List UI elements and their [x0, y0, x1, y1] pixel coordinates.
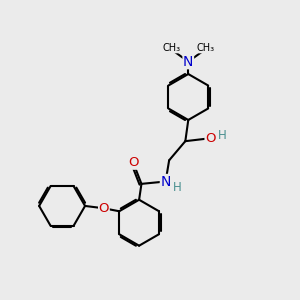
Text: CH₃: CH₃	[196, 43, 214, 53]
Text: O: O	[99, 202, 109, 215]
Text: H: H	[172, 182, 181, 194]
Text: O: O	[205, 132, 216, 145]
Text: N: N	[160, 175, 171, 188]
Text: O: O	[128, 156, 139, 169]
Text: N: N	[183, 55, 194, 69]
Text: H: H	[218, 129, 227, 142]
Text: CH₃: CH₃	[162, 43, 180, 53]
